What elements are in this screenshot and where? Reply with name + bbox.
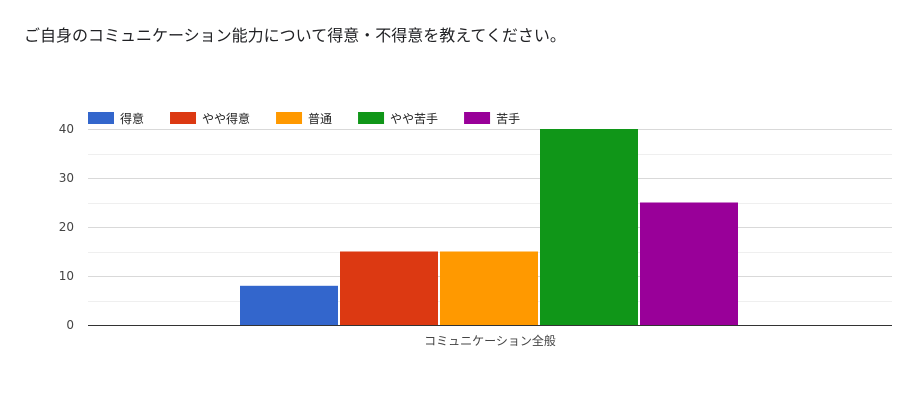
legend-label: 苦手 [496,112,520,126]
legend-swatch [276,112,303,124]
legend-swatch [358,112,385,124]
bar-苦手 [640,202,738,325]
legend-item: 得意 [88,111,144,126]
bar-普通 [440,251,538,325]
x-axis-tick-labels: コミュニケーション全般 [424,333,556,348]
legend-swatch [464,112,491,124]
legend-label: 得意 [120,111,144,126]
legend-item: やや苦手 [358,112,438,126]
y-tick-label: 20 [59,220,74,234]
x-tick-label: コミュニケーション全般 [424,333,556,348]
y-axis-tick-labels: 0 10 20 30 40 [59,122,74,332]
bar-やや苦手 [540,129,638,325]
bars [240,129,738,325]
bar-得意 [240,285,338,325]
legend-label: やや得意 [202,111,250,126]
legend-label: 普通 [308,112,332,126]
legend-swatch [170,112,197,124]
legend: 得意 やや得意 普通 やや苦手 苦手 [88,111,520,126]
y-tick-label: 10 [59,269,74,283]
legend-item: 苦手 [464,112,520,126]
legend-item: 普通 [276,112,332,126]
legend-swatch [88,112,114,124]
legend-item: やや得意 [170,111,250,126]
y-tick-label: 0 [66,318,74,332]
y-tick-label: 40 [59,122,74,136]
y-tick-label: 30 [59,171,74,185]
bar-やや得意 [340,251,438,325]
question-title: ご自身のコミュニケーション能力について得意・不得意を教えてください。 [24,26,566,45]
legend-label: やや苦手 [390,112,438,126]
